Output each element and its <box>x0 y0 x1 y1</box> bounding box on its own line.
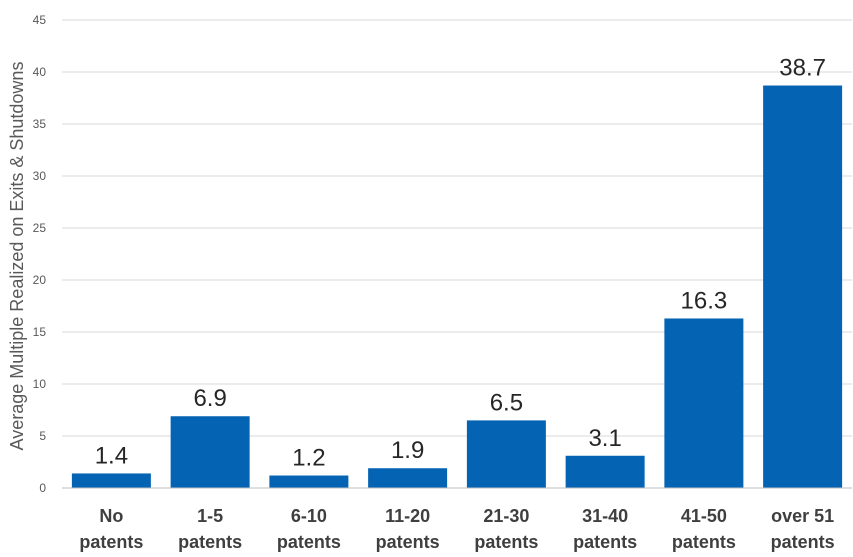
bar <box>466 420 546 488</box>
gridlines <box>62 19 852 437</box>
y-axis-ticks: 0 5 10 15 20 25 30 35 40 45 <box>33 13 47 495</box>
bar <box>71 473 151 488</box>
y-tick-label: 25 <box>33 221 47 235</box>
y-tick-label: 40 <box>33 65 47 79</box>
x-category-label: 21-30 patents <box>474 506 538 552</box>
bar <box>368 468 448 488</box>
bar <box>269 475 349 488</box>
x-category-label: 31-40 patents <box>573 506 637 552</box>
y-tick-label: 15 <box>33 325 47 339</box>
bar <box>763 85 843 489</box>
bar <box>664 318 744 488</box>
y-tick-label: 35 <box>33 117 47 131</box>
data-label: 1.4 <box>95 442 128 469</box>
y-tick-label: 10 <box>33 377 47 391</box>
bars <box>71 85 843 489</box>
x-category-label: 1-5 patents <box>178 506 242 552</box>
x-category-label: 41-50 patents <box>672 506 736 552</box>
bar <box>170 416 250 488</box>
x-category-label: over 51 patents <box>771 506 835 552</box>
data-label: 3.1 <box>588 425 621 452</box>
data-label: 1.2 <box>292 445 325 472</box>
data-labels: 1.4 6.9 1.2 1.9 6.5 3.1 16.3 38.7 <box>95 55 826 472</box>
x-category-label: 6-10 patents <box>277 506 341 552</box>
y-tick-label: 0 <box>39 481 46 495</box>
y-tick-label: 5 <box>39 429 46 443</box>
x-axis-categories: No patents 1-5 patents 6-10 patents 11-20 paten… <box>79 506 834 552</box>
data-label: 38.7 <box>779 55 826 82</box>
y-axis-label: Average Multiple Realized on Exits & Shu… <box>7 62 27 451</box>
data-label: 1.9 <box>391 437 424 464</box>
bar <box>565 455 645 488</box>
data-label: 16.3 <box>681 287 728 314</box>
y-tick-label: 30 <box>33 169 47 183</box>
data-label: 6.5 <box>490 389 523 416</box>
x-category-label: 11-20 patents <box>376 506 440 552</box>
y-tick-label: 45 <box>33 13 47 27</box>
x-category-label: No patents <box>79 506 143 552</box>
data-label: 6.9 <box>193 385 226 412</box>
y-tick-label: 20 <box>33 273 47 287</box>
